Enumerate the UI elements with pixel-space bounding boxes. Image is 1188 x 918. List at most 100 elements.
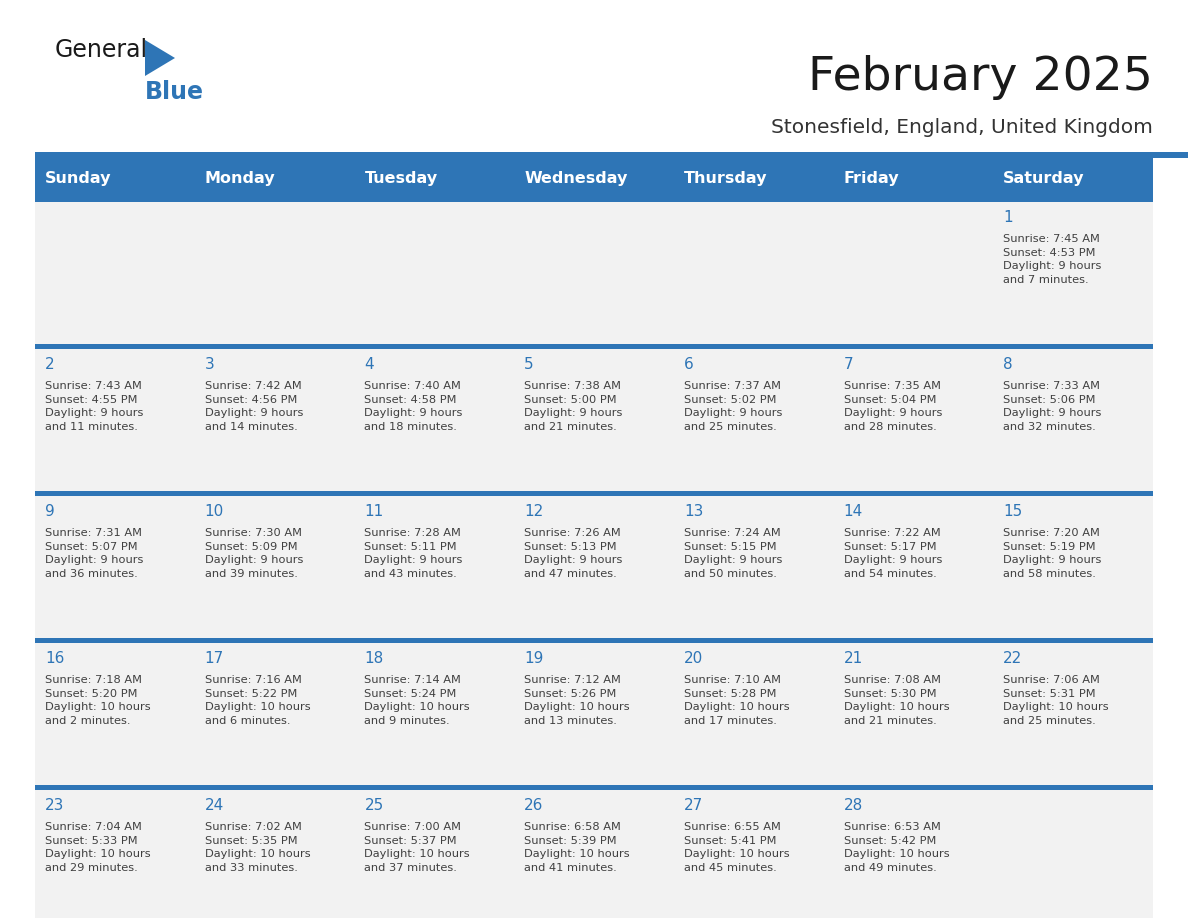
Bar [993,494,1154,641]
Text: 4: 4 [365,357,374,372]
Bar [34,347,195,494]
Text: 9: 9 [45,504,55,519]
Text: Sunrise: 7:18 AM
Sunset: 5:20 PM
Daylight: 10 hours
and 2 minutes.: Sunrise: 7:18 AM Sunset: 5:20 PM Dayligh… [45,675,151,726]
Text: 3: 3 [204,357,215,372]
Text: 28: 28 [843,798,862,813]
Text: 17: 17 [204,651,225,666]
Text: Friday: Friday [843,172,899,186]
Bar [354,158,514,200]
Text: Sunrise: 7:02 AM
Sunset: 5:35 PM
Daylight: 10 hours
and 33 minutes.: Sunrise: 7:02 AM Sunset: 5:35 PM Dayligh… [204,822,310,873]
Bar [514,158,674,200]
Text: Sunrise: 7:38 AM
Sunset: 5:00 PM
Daylight: 9 hours
and 21 minutes.: Sunrise: 7:38 AM Sunset: 5:00 PM Dayligh… [524,381,623,431]
Text: 13: 13 [684,504,703,519]
Text: Sunrise: 7:43 AM
Sunset: 4:55 PM
Daylight: 9 hours
and 11 minutes.: Sunrise: 7:43 AM Sunset: 4:55 PM Dayligh… [45,381,144,431]
Bar [674,200,834,347]
Text: Sunrise: 7:16 AM
Sunset: 5:22 PM
Daylight: 10 hours
and 6 minutes.: Sunrise: 7:16 AM Sunset: 5:22 PM Dayligh… [204,675,310,726]
Bar [834,158,993,200]
Text: Sunrise: 7:30 AM
Sunset: 5:09 PM
Daylight: 9 hours
and 39 minutes.: Sunrise: 7:30 AM Sunset: 5:09 PM Dayligh… [204,528,303,579]
Text: 11: 11 [365,504,384,519]
Bar [195,641,354,788]
Text: Sunrise: 6:53 AM
Sunset: 5:42 PM
Daylight: 10 hours
and 49 minutes.: Sunrise: 6:53 AM Sunset: 5:42 PM Dayligh… [843,822,949,873]
Text: Thursday: Thursday [684,172,767,186]
Text: 14: 14 [843,504,862,519]
Text: 20: 20 [684,651,703,666]
Bar [34,785,1154,790]
Text: Sunrise: 6:58 AM
Sunset: 5:39 PM
Daylight: 10 hours
and 41 minutes.: Sunrise: 6:58 AM Sunset: 5:39 PM Dayligh… [524,822,630,873]
Text: 16: 16 [45,651,64,666]
Text: Sunrise: 7:26 AM
Sunset: 5:13 PM
Daylight: 9 hours
and 47 minutes.: Sunrise: 7:26 AM Sunset: 5:13 PM Dayligh… [524,528,623,579]
Text: Sunrise: 7:14 AM
Sunset: 5:24 PM
Daylight: 10 hours
and 9 minutes.: Sunrise: 7:14 AM Sunset: 5:24 PM Dayligh… [365,675,470,726]
Bar [195,158,354,200]
Text: Sunrise: 7:04 AM
Sunset: 5:33 PM
Daylight: 10 hours
and 29 minutes.: Sunrise: 7:04 AM Sunset: 5:33 PM Dayligh… [45,822,151,873]
Text: Sunrise: 7:33 AM
Sunset: 5:06 PM
Daylight: 9 hours
and 32 minutes.: Sunrise: 7:33 AM Sunset: 5:06 PM Dayligh… [1004,381,1101,431]
Bar [354,641,514,788]
Text: Sunrise: 7:45 AM
Sunset: 4:53 PM
Daylight: 9 hours
and 7 minutes.: Sunrise: 7:45 AM Sunset: 4:53 PM Dayligh… [1004,234,1101,285]
Text: Sunrise: 7:42 AM
Sunset: 4:56 PM
Daylight: 9 hours
and 14 minutes.: Sunrise: 7:42 AM Sunset: 4:56 PM Dayligh… [204,381,303,431]
Text: Wednesday: Wednesday [524,172,627,186]
Bar [674,641,834,788]
Bar [514,788,674,918]
Bar [674,788,834,918]
Bar [195,788,354,918]
Text: Tuesday: Tuesday [365,172,437,186]
Text: 6: 6 [684,357,694,372]
Bar [514,200,674,347]
Text: Sunrise: 7:12 AM
Sunset: 5:26 PM
Daylight: 10 hours
and 13 minutes.: Sunrise: 7:12 AM Sunset: 5:26 PM Dayligh… [524,675,630,726]
Text: Sunrise: 7:20 AM
Sunset: 5:19 PM
Daylight: 9 hours
and 58 minutes.: Sunrise: 7:20 AM Sunset: 5:19 PM Dayligh… [1004,528,1101,579]
Text: General: General [55,38,148,62]
Text: Monday: Monday [204,172,276,186]
Bar [834,347,993,494]
Text: 26: 26 [524,798,544,813]
Text: 8: 8 [1004,357,1013,372]
Bar [34,152,1188,158]
Bar [354,200,514,347]
Text: Sunrise: 7:37 AM
Sunset: 5:02 PM
Daylight: 9 hours
and 25 minutes.: Sunrise: 7:37 AM Sunset: 5:02 PM Dayligh… [684,381,782,431]
Text: Sunrise: 7:28 AM
Sunset: 5:11 PM
Daylight: 9 hours
and 43 minutes.: Sunrise: 7:28 AM Sunset: 5:11 PM Dayligh… [365,528,463,579]
Bar [354,788,514,918]
Text: 15: 15 [1004,504,1023,519]
Bar [34,200,195,347]
Bar [34,158,195,200]
Text: 25: 25 [365,798,384,813]
Bar [34,641,195,788]
Bar [834,494,993,641]
Text: Blue: Blue [145,80,204,104]
Polygon shape [145,40,175,76]
Text: February 2025: February 2025 [808,55,1154,100]
Bar [514,347,674,494]
Text: 21: 21 [843,651,862,666]
Text: Sunrise: 7:10 AM
Sunset: 5:28 PM
Daylight: 10 hours
and 17 minutes.: Sunrise: 7:10 AM Sunset: 5:28 PM Dayligh… [684,675,790,726]
Bar [34,198,1154,202]
Text: Sunrise: 7:06 AM
Sunset: 5:31 PM
Daylight: 10 hours
and 25 minutes.: Sunrise: 7:06 AM Sunset: 5:31 PM Dayligh… [1004,675,1108,726]
Text: 5: 5 [524,357,533,372]
Bar [34,494,195,641]
Text: Sunrise: 7:24 AM
Sunset: 5:15 PM
Daylight: 9 hours
and 50 minutes.: Sunrise: 7:24 AM Sunset: 5:15 PM Dayligh… [684,528,782,579]
Bar [195,347,354,494]
Bar [514,641,674,788]
Bar [993,641,1154,788]
Bar [834,788,993,918]
Text: Saturday: Saturday [1004,172,1085,186]
Text: Sunrise: 7:22 AM
Sunset: 5:17 PM
Daylight: 9 hours
and 54 minutes.: Sunrise: 7:22 AM Sunset: 5:17 PM Dayligh… [843,528,942,579]
Bar [993,200,1154,347]
Bar [354,347,514,494]
Text: Sunday: Sunday [45,172,112,186]
Text: Stonesfield, England, United Kingdom: Stonesfield, England, United Kingdom [771,118,1154,137]
Bar [354,494,514,641]
Text: Sunrise: 7:40 AM
Sunset: 4:58 PM
Daylight: 9 hours
and 18 minutes.: Sunrise: 7:40 AM Sunset: 4:58 PM Dayligh… [365,381,463,431]
Text: 23: 23 [45,798,64,813]
Bar [34,491,1154,496]
Text: 12: 12 [524,504,543,519]
Text: 1: 1 [1004,210,1013,225]
Text: 24: 24 [204,798,225,813]
Bar [674,347,834,494]
Text: 18: 18 [365,651,384,666]
Bar [34,344,1154,349]
Bar [834,641,993,788]
Bar [674,494,834,641]
Bar [993,158,1154,200]
Text: 2: 2 [45,357,55,372]
Bar [34,638,1154,643]
Text: 10: 10 [204,504,225,519]
Text: 22: 22 [1004,651,1023,666]
